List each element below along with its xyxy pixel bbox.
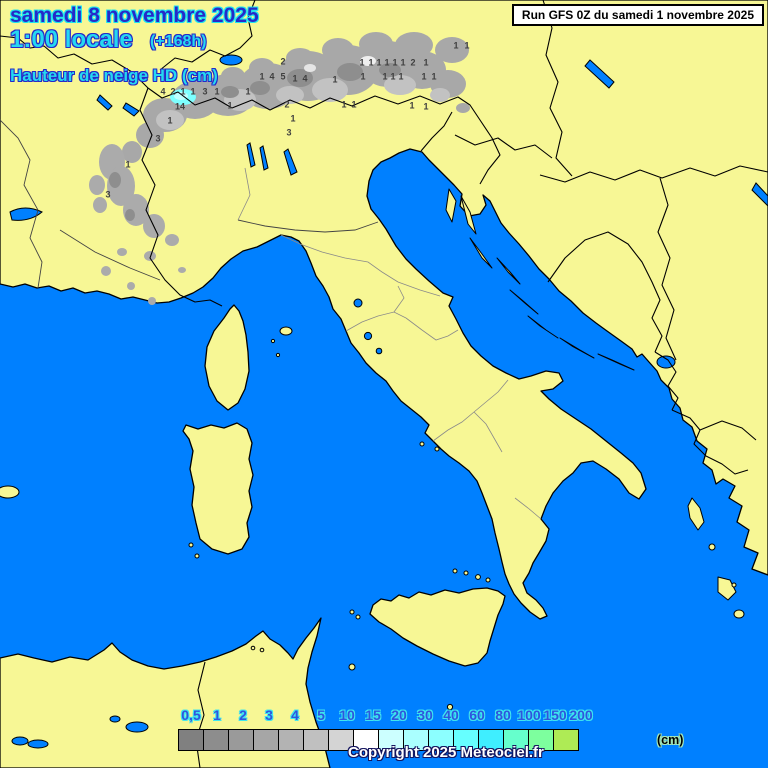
sardinia-island	[182, 422, 254, 555]
snow-depth-value: 2	[170, 86, 176, 97]
snow-depth-value: 4	[269, 71, 275, 82]
forecast-offset: (+168h)	[150, 33, 207, 50]
lakes-group	[9, 54, 768, 749]
snow-depth-value: 1	[423, 101, 429, 112]
small-islands	[0, 188, 745, 711]
snow-depth-value: 2	[284, 99, 290, 110]
snow-depth-value: 14	[174, 101, 186, 112]
legend-tick-label: 5	[317, 707, 325, 723]
legend-cell-200	[553, 729, 579, 751]
parameter-title: Hauteur de neige HD (cm)	[10, 66, 218, 85]
snow-depth-value: 3	[202, 86, 208, 97]
legend-tick-label: 150	[543, 707, 567, 723]
snow-depth-value: 1	[292, 73, 298, 84]
border-france-italy	[139, 87, 223, 307]
date-title: samedi 8 novembre 2025	[10, 4, 259, 27]
legend-cell-4	[278, 729, 304, 751]
lake-geneva	[9, 207, 43, 221]
legend-tick-label: 0,5	[181, 707, 201, 723]
legend-tick-label: 200	[569, 707, 593, 723]
legend-scale	[178, 729, 579, 751]
snow-depth-value: 4	[160, 86, 166, 97]
regional-borders	[237, 167, 542, 520]
snow-depth-value: 3	[105, 189, 111, 200]
snow-depth-value: 1	[400, 57, 406, 68]
snow-depth-value: 1	[245, 86, 251, 97]
corsica-island	[204, 304, 250, 411]
snow-depth-value: 1	[431, 71, 437, 82]
snow-depth-value: 1	[227, 100, 233, 111]
snow-depth-value: 3	[155, 133, 161, 144]
snow-depth-value: 1	[464, 40, 470, 51]
snow-depth-value: 1	[423, 57, 429, 68]
legend-tick-label: 2	[239, 707, 247, 723]
snow-depth-value: 1	[259, 71, 265, 82]
snow-depth-value: 1	[392, 57, 398, 68]
snow-depth-value: 1	[382, 71, 388, 82]
snow-depth-value: 1	[376, 57, 382, 68]
snow-depth-value: 1	[332, 74, 338, 85]
snow-depth-value: 4	[302, 73, 308, 84]
snow-depth-value: 1	[360, 71, 366, 82]
snow-depth-value: 1	[351, 99, 357, 110]
run-info-box: Run GFS 0Z du samedi 1 novembre 2025	[511, 4, 764, 26]
legend-tick-label: 4	[291, 707, 299, 723]
legend-cell-5	[303, 729, 329, 751]
legend-tick-label: 40	[443, 707, 459, 723]
snow-depth-value: 1	[390, 71, 396, 82]
snow-depth-value: 1	[290, 113, 296, 124]
run-info-text: Run GFS 0Z du samedi 1 novembre 2025	[521, 8, 754, 22]
snow-depth-value: 1	[384, 57, 390, 68]
snow-depth-value: 5	[280, 71, 286, 82]
snow-depth-value: 1	[180, 86, 186, 97]
snow-depth-value: 2	[410, 57, 416, 68]
snow-depth-value: 1	[125, 159, 131, 170]
europe-italy-landmass	[0, 0, 768, 620]
border-alpine-ridge	[147, 87, 501, 185]
snow-depth-value: 1	[409, 100, 415, 111]
legend-cell-1	[203, 729, 229, 751]
snow-depth-value: 1	[368, 57, 374, 68]
snow-depth-value: 1	[214, 86, 220, 97]
snow-depth-value: 1	[359, 57, 365, 68]
copyright-text: Copyright 2025 Meteociel.fr	[348, 744, 544, 761]
legend-cell-0,5	[178, 729, 204, 751]
rivers-group	[0, 119, 379, 289]
snow-depth-value: 1	[398, 71, 404, 82]
legend-tick-label: 20	[391, 707, 407, 723]
snow-depth-value: 1	[190, 86, 196, 97]
legend-cell-3	[253, 729, 279, 751]
legend-tick-label: 80	[495, 707, 511, 723]
snow-depth-value: 1	[341, 99, 347, 110]
lake-balaton	[584, 59, 615, 89]
legend-tick-label: 1	[213, 707, 221, 723]
legend-tick-label: 3	[265, 707, 273, 723]
sicily-island	[369, 587, 506, 667]
snow-depth-value: 1	[453, 40, 459, 51]
legend-tick-label: 30	[417, 707, 433, 723]
local-time-title: 1:00 locale	[10, 26, 133, 53]
snow-depth-value: 2	[280, 56, 286, 67]
legend-tick-label: 10	[339, 707, 355, 723]
unit-label: (cm)	[657, 733, 684, 747]
legend-cell-2	[228, 729, 254, 751]
snow-depth-value: 3	[286, 127, 292, 138]
snow-depth-value: 1	[167, 115, 173, 126]
legend-tick-label: 15	[365, 707, 381, 723]
legend-tick-label: 100	[517, 707, 541, 723]
snow-depth-value: 1	[421, 71, 427, 82]
legend-tick-label: 60	[469, 707, 485, 723]
